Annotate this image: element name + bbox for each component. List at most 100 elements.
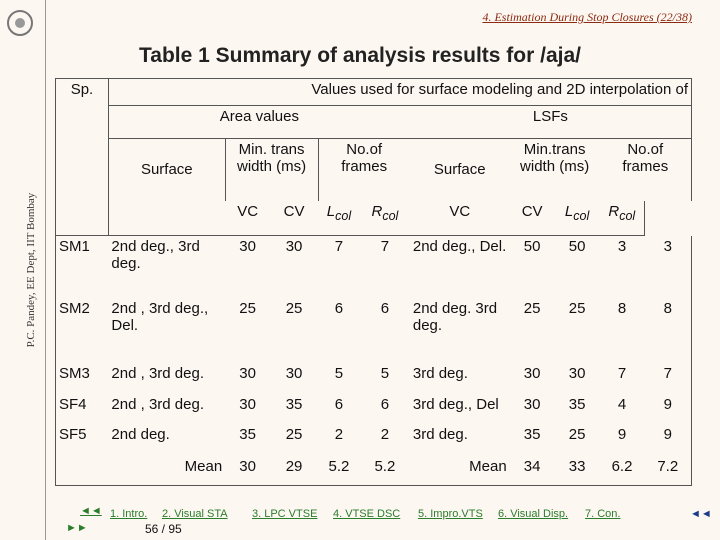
table-cell: 5.2 bbox=[359, 455, 410, 486]
header-cell: Values used for surface modeling and 2D … bbox=[108, 78, 693, 106]
table-cell: 2nd deg. 3rd deg. bbox=[412, 299, 498, 334]
header-cell: CV bbox=[509, 200, 555, 236]
table-cell: 6 bbox=[380, 395, 390, 413]
logo bbox=[7, 10, 33, 36]
header-cell: Lcol bbox=[318, 200, 360, 236]
table-row: SF4 2nd , 3rd deg. 30 35 6 6 3rd deg., Del 30 35… bbox=[55, 393, 692, 424]
table-cell: 35 bbox=[285, 395, 303, 413]
col-name: VC bbox=[237, 202, 259, 220]
header-cell: Rcol bbox=[599, 200, 645, 236]
col-name: L bbox=[326, 202, 336, 220]
table-cell: 5.2 bbox=[318, 455, 360, 486]
nav-link[interactable]: 7. Con. bbox=[585, 508, 621, 520]
table-cell: 5 bbox=[334, 364, 344, 382]
table-cell: 35 bbox=[239, 425, 256, 443]
table-cell: 35 bbox=[568, 395, 586, 413]
header-cell: Lcol bbox=[554, 200, 600, 236]
page-number: 56 / 95 bbox=[145, 522, 182, 536]
nav-link[interactable]: 3. LPC VTSE bbox=[252, 508, 318, 520]
table-cell: 29 bbox=[270, 455, 318, 486]
table-cell: Mean bbox=[409, 455, 510, 486]
table-cell: 2 bbox=[334, 425, 344, 443]
nav-link[interactable]: 1. Intro. bbox=[110, 508, 148, 520]
section-link[interactable]: 4. Estimation During Stop Closures (22/3… bbox=[482, 10, 692, 24]
nav-next[interactable]: ►► bbox=[66, 522, 88, 534]
header-cell: No.of frames bbox=[599, 138, 692, 201]
header-cell: LSFs bbox=[409, 105, 692, 139]
table-cell: 8 bbox=[617, 299, 627, 317]
results-table: Sp. Values used for surface modeling and … bbox=[55, 78, 693, 486]
table-cell: 30 bbox=[285, 238, 303, 255]
table-cell: 5 bbox=[380, 364, 390, 382]
table-cell: 2nd , 3rd deg. bbox=[111, 364, 204, 382]
table-cell: 2nd deg., Del. bbox=[412, 238, 507, 255]
header-cell: Min.trans width (ms) bbox=[509, 138, 600, 201]
table-cell: 4 bbox=[617, 395, 627, 413]
table-row: SM1 2nd deg., 3rd deg. 30 30 7 7 2nd deg., Del… bbox=[55, 235, 692, 298]
divider bbox=[45, 0, 46, 540]
header-cell: CV bbox=[270, 200, 318, 236]
col-name: R bbox=[608, 202, 620, 220]
table-cell: 34 bbox=[509, 455, 555, 486]
nav-link[interactable]: 5. Impro.VTS bbox=[418, 508, 483, 520]
table-cell: 25 bbox=[568, 299, 586, 317]
table-cell: 25 bbox=[285, 425, 303, 443]
nav-back[interactable]: ◄◄ bbox=[690, 508, 712, 520]
table-cell: 6 bbox=[334, 299, 344, 317]
table-cell: 9 bbox=[644, 393, 692, 424]
header-cell: Area values bbox=[108, 105, 410, 139]
table-cell: 7 bbox=[617, 364, 627, 382]
table-cell: 30 bbox=[568, 364, 586, 382]
table-row: SM3 2nd , 3rd deg. 30 30 5 5 3rd deg. 30 30 7 7 bbox=[55, 362, 692, 394]
col-name: L bbox=[564, 202, 574, 220]
table-cell: 3 bbox=[644, 235, 692, 298]
header-cell: Min. trans width (ms) bbox=[224, 138, 318, 201]
col-name: VC bbox=[449, 202, 471, 220]
table-cell: 3rd deg. bbox=[412, 425, 468, 443]
table-cell: 3rd deg., Del bbox=[412, 395, 499, 413]
nav-prev[interactable]: ◄◄ bbox=[80, 505, 102, 517]
table-cell: 25 bbox=[285, 299, 303, 317]
table-cell: 7.2 bbox=[644, 455, 692, 486]
table-cell: 25 bbox=[523, 299, 541, 317]
table-cell: 2 bbox=[380, 425, 390, 443]
header-cell: No.of frames bbox=[317, 138, 410, 201]
col-name: R bbox=[371, 202, 383, 220]
row-label: SM3 bbox=[55, 362, 109, 394]
author: P.C. Pandey, EE Dept, IIT Bombay bbox=[25, 192, 37, 348]
table-cell: 9 bbox=[644, 423, 692, 456]
nav-link[interactable]: 4. VTSE DSC bbox=[333, 508, 401, 520]
table-cell: 3 bbox=[617, 238, 627, 255]
table-cell: 6 bbox=[380, 299, 390, 317]
table-cell: 25 bbox=[568, 425, 586, 443]
table-cell: 7 bbox=[380, 238, 390, 255]
table-cell: 8 bbox=[644, 297, 692, 363]
table-cell: 2nd , 3rd deg., Del. bbox=[111, 299, 209, 334]
table-cell: 3rd deg. bbox=[412, 364, 468, 382]
table-cell: 30 bbox=[239, 395, 256, 413]
table-cell: 50 bbox=[523, 238, 541, 255]
table-cell: 2nd deg. bbox=[111, 425, 170, 443]
table-cell: 35 bbox=[523, 425, 541, 443]
row-label: SF5 bbox=[55, 423, 109, 456]
table-cell: 30 bbox=[239, 364, 256, 382]
header-cell: VC bbox=[409, 200, 510, 236]
col-name: CV bbox=[521, 202, 543, 220]
row-label: SF4 bbox=[55, 393, 109, 424]
table-cell: 30 bbox=[523, 395, 541, 413]
row-label: SM2 bbox=[55, 297, 109, 363]
row-label: SM1 bbox=[55, 235, 109, 298]
table-cell: 7 bbox=[334, 238, 344, 255]
col-sub: col bbox=[382, 208, 399, 223]
nav-link[interactable]: 2. Visual STA bbox=[162, 508, 228, 520]
table-cell: 6 bbox=[334, 395, 344, 413]
table-cell: 30 bbox=[239, 238, 256, 255]
header-cell: Sp. bbox=[55, 78, 109, 236]
col-name: CV bbox=[283, 202, 305, 220]
table-cell: 30 bbox=[225, 455, 271, 486]
nav-link[interactable]: 6. Visual Disp. bbox=[498, 508, 569, 520]
title: Table 1 Summary of analysis results for … bbox=[139, 44, 581, 67]
table-cell: 9 bbox=[617, 425, 627, 443]
row-label bbox=[55, 455, 109, 486]
